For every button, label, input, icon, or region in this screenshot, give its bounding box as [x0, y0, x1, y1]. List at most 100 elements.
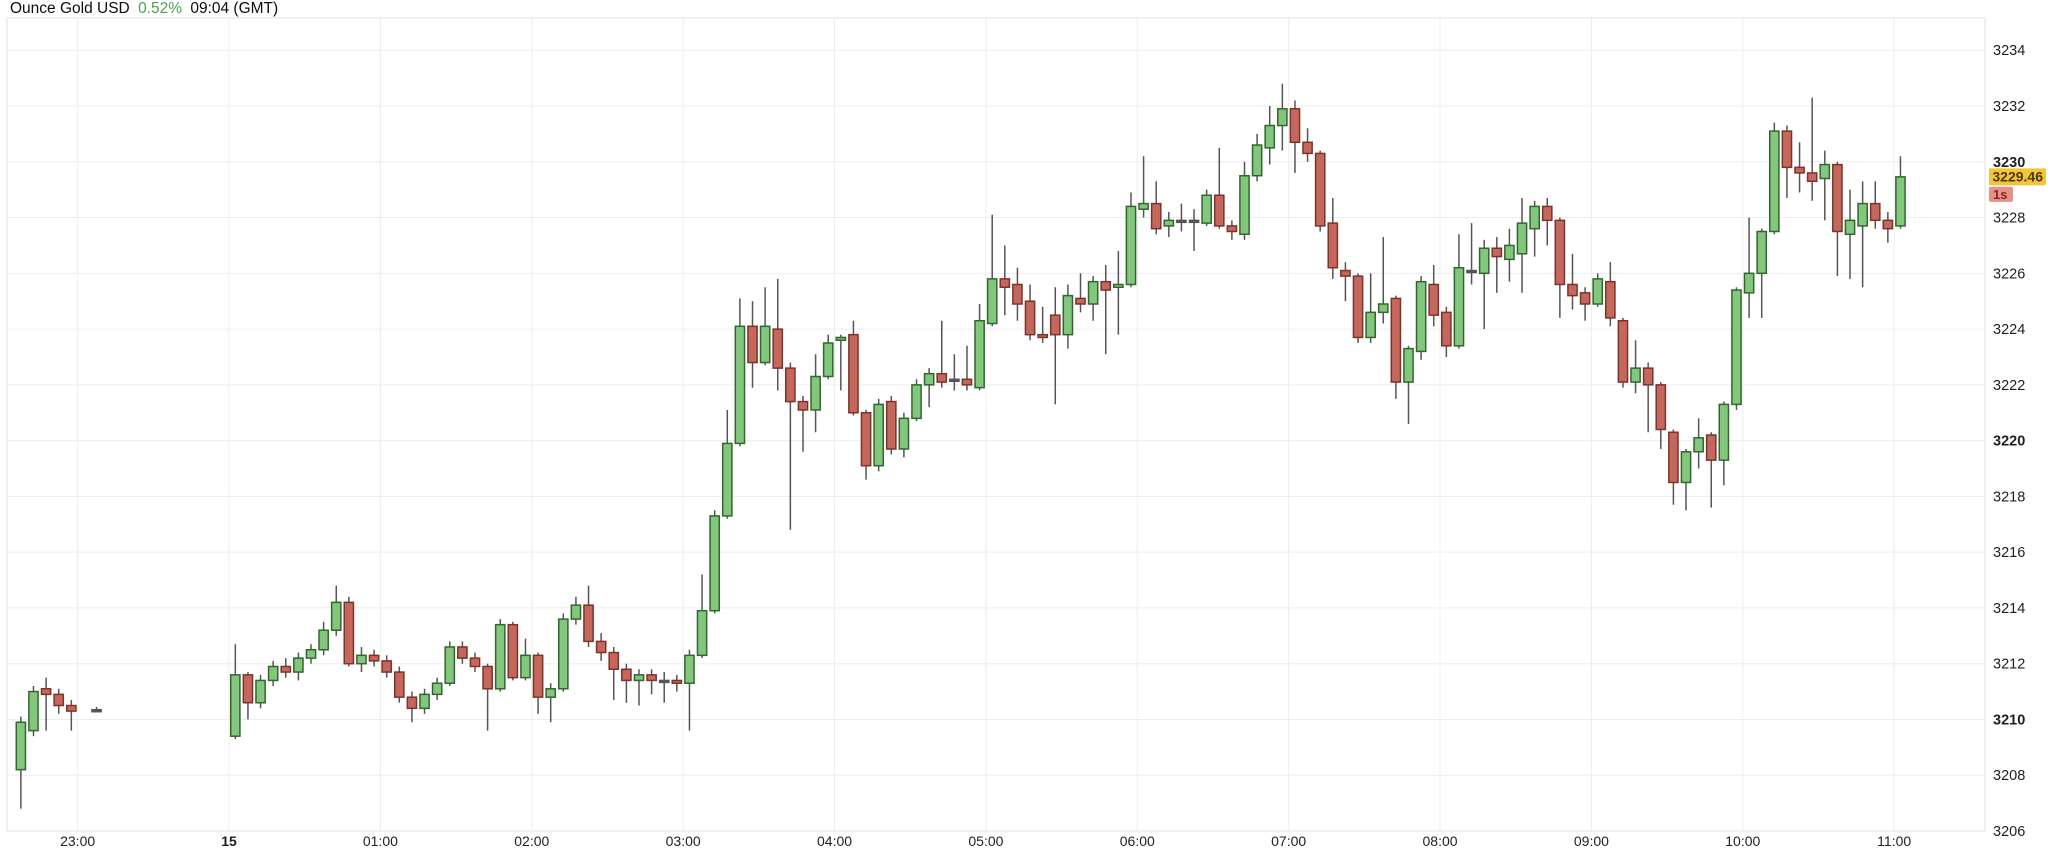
candle-up [1529, 205, 1540, 230]
candle-up [293, 657, 304, 673]
y-axis-label: 3230 [1993, 155, 2025, 171]
candle-down [1668, 431, 1679, 484]
candle-up [911, 384, 922, 420]
candle-up [633, 674, 645, 682]
candle-up [1504, 244, 1515, 261]
y-axis-label: 3224 [1993, 322, 2025, 338]
y-axis-label: 3206 [1993, 824, 2025, 840]
candle-up [1365, 311, 1377, 339]
candle-down [1541, 205, 1553, 222]
candle-down [1617, 319, 1629, 383]
candle-up [759, 325, 771, 364]
candle-up [1125, 205, 1137, 286]
change-percent: 0.52% [138, 0, 183, 17]
x-axis-label: 09:00 [1574, 833, 1609, 849]
candle-up [318, 629, 329, 651]
candle-down [1806, 172, 1818, 183]
candle-up [1113, 283, 1124, 289]
candle-up [431, 682, 443, 696]
candle-down [406, 696, 418, 710]
candle-down [1579, 292, 1591, 305]
candle-up [709, 515, 721, 612]
countdown-value: 1s [1993, 187, 2007, 202]
candle-down [368, 654, 380, 662]
candle-down [1781, 130, 1793, 169]
candle-down [961, 378, 973, 386]
y-axis-label: 3234 [1993, 43, 2025, 59]
candle-down [860, 411, 872, 467]
candle-down [1491, 247, 1503, 258]
y-axis-label: 3222 [1993, 378, 2025, 394]
candle-up [1768, 130, 1780, 233]
candle-up [1630, 367, 1641, 383]
candle-up [1731, 289, 1742, 406]
candle-down [1440, 311, 1452, 347]
candle-up [696, 609, 708, 657]
x-axis-label: 08:00 [1423, 833, 1458, 849]
candle-down [53, 693, 65, 707]
chart-header: Ounce Gold USD 0.52% 09:04 (GMT) [10, 1, 282, 17]
x-axis-label: 15 [221, 833, 237, 849]
candle-down [646, 674, 657, 682]
y-axis-label: 3226 [1993, 266, 2025, 282]
y-axis-label: 3216 [1993, 545, 2025, 561]
y-axis-label: 3218 [1993, 489, 2025, 505]
candle-up [1415, 280, 1427, 353]
candle-up [1592, 278, 1604, 305]
candle-up [444, 646, 456, 684]
candle-up [1756, 230, 1768, 275]
x-axis-label: 01:00 [363, 833, 398, 849]
candle-down [1567, 283, 1578, 297]
candle-up [923, 372, 935, 386]
candle-up [15, 721, 27, 771]
y-axis-label: 3212 [1993, 657, 2025, 673]
candle-up [1201, 194, 1213, 224]
candle-down [469, 657, 481, 668]
y-axis-label: 3210 [1993, 712, 2025, 728]
candle-down [532, 654, 544, 698]
candle-up [1251, 144, 1263, 177]
candle-doji [1176, 219, 1187, 224]
candle-down [999, 278, 1011, 289]
candle-up [267, 665, 279, 682]
candle-down [1352, 275, 1364, 339]
candle-down [507, 623, 519, 679]
candle-down [885, 400, 897, 450]
candle-down [1390, 297, 1402, 383]
candle-down [785, 367, 796, 403]
candle-up [494, 623, 506, 690]
y-axis-label: 3228 [1993, 211, 2025, 227]
candle-down [393, 671, 405, 698]
candle-down [65, 704, 77, 712]
y-axis-label: 3232 [1993, 99, 2025, 115]
x-axis-label: 11:00 [1877, 833, 1911, 849]
candle-down [1314, 152, 1326, 227]
candle-up [1680, 451, 1692, 484]
candle-down [40, 688, 52, 696]
candle-doji [1466, 269, 1477, 274]
candle-down [621, 668, 632, 682]
candle-down [608, 651, 620, 671]
x-axis-label: 04:00 [817, 833, 852, 849]
candle-up [873, 403, 885, 467]
candle-up [1857, 202, 1868, 227]
candle-down [747, 325, 758, 364]
candle-doji [658, 679, 670, 684]
candle-up [1819, 163, 1831, 180]
candle-down [1340, 269, 1351, 277]
candle-down [671, 679, 683, 684]
candle-down [936, 372, 948, 383]
candle-up [229, 674, 241, 737]
candle-down [1049, 314, 1061, 336]
candle-up [1087, 280, 1099, 305]
candle-down [1012, 283, 1023, 305]
candle-down [1869, 202, 1881, 222]
candle-up [822, 342, 834, 378]
candle-down [1655, 384, 1667, 431]
x-axis-label: 05:00 [968, 833, 1003, 849]
candle-down [1037, 333, 1049, 339]
candle-up [1743, 272, 1755, 294]
x-axis-label: 02:00 [514, 833, 549, 849]
candle-up [1895, 176, 1906, 227]
